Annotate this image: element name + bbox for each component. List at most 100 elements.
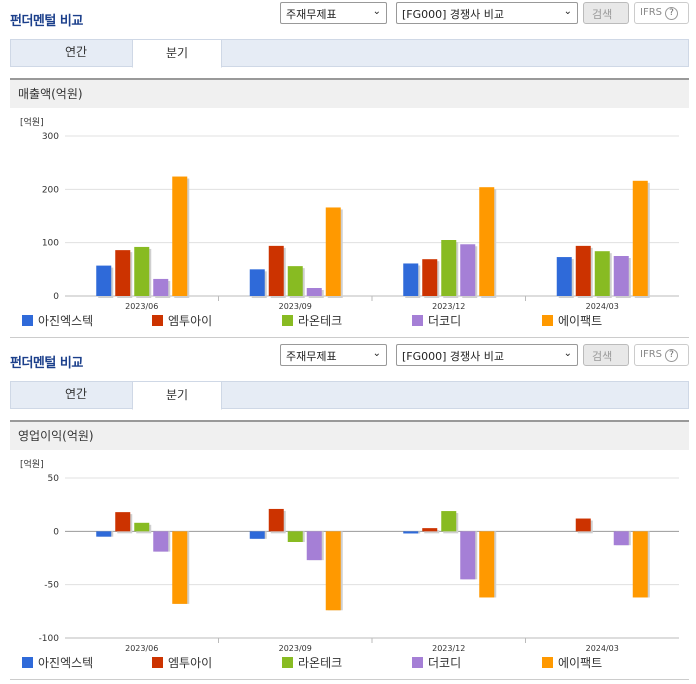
bar-1-4 — [325, 531, 341, 611]
bar-1-4 — [325, 207, 341, 296]
bar-shadow — [424, 530, 440, 534]
bar-1-2 — [287, 266, 303, 296]
y-tick-label: 200 — [42, 185, 59, 195]
bar-1-2 — [287, 531, 303, 542]
bar-1-3 — [306, 288, 322, 296]
chevron-down-icon: ⌄ — [563, 348, 572, 359]
comparison-group-select[interactable]: [FG000] 경쟁사 비교 ⌄ — [396, 2, 578, 24]
bar-2-1 — [422, 528, 438, 532]
legend-swatch — [412, 657, 423, 668]
x-tick-label: 2024/03 — [586, 302, 619, 311]
y-tick-label: 50 — [48, 474, 60, 484]
bar-2-0 — [403, 263, 419, 296]
bar-0-2 — [134, 246, 150, 296]
fundamental-panel-revenue: 펀더멘털 비교 주재무제표 ⌄ [FG000] 경쟁사 비교 ⌄ 검색 IFRS? 연간 분기 매… — [0, 0, 696, 338]
x-tick-label: 2023/12 — [432, 644, 465, 653]
bar-chart: [억원] 0 100 200 300 2023/06 2023/09 2023/12 2024/… — [10, 108, 689, 338]
unit-label: [억원] — [20, 116, 44, 128]
statement-type-select[interactable]: 주재무제표 ⌄ — [280, 344, 387, 366]
bar-2-2 — [441, 240, 457, 296]
bar-0-3 — [153, 531, 169, 552]
fundamental-panel-operating-profit: 펀더멘털 비교 주재무제표 ⌄ [FG000] 경쟁사 비교 ⌄ 검색 IFRS? 연간 분기 영… — [0, 342, 696, 684]
legend-swatch — [282, 657, 293, 668]
y-tick-label: 300 — [42, 132, 59, 142]
question-icon: ? — [665, 349, 678, 362]
bar-3-0 — [556, 257, 572, 296]
comparison-group-select[interactable]: [FG000] 경쟁사 비교 ⌄ — [396, 344, 578, 366]
legend-label: 더코디 — [428, 656, 462, 670]
legend-item[interactable]: 엠투아이 — [152, 312, 212, 329]
x-tick-label: 2023/06 — [125, 644, 158, 653]
bar-chart-svg: [억원] -100 -50 0 50 2023/06 2023/09 2023/12 2024/… — [20, 458, 679, 653]
bar-2-4 — [479, 187, 495, 296]
panel-title: 펀더멘털 비교 — [10, 356, 83, 371]
legend-item[interactable]: 아진엑스텍 — [22, 312, 93, 329]
bar-3-3 — [613, 256, 629, 296]
search-button[interactable]: 검색 — [583, 2, 629, 24]
legend-item[interactable]: 아진엑스텍 — [22, 654, 93, 671]
legend-item[interactable]: 에이팩트 — [542, 654, 602, 671]
legend-item[interactable]: 에이팩트 — [542, 312, 602, 329]
bar-2-2 — [441, 511, 457, 532]
ifrs-help-button[interactable]: IFRS? — [634, 2, 689, 24]
statement-type-select[interactable]: 주재무제표 ⌄ — [280, 2, 387, 24]
bar-3-4 — [632, 531, 648, 598]
legend-label: 에이팩트 — [558, 656, 603, 670]
bar-3-4 — [632, 180, 648, 296]
legend-swatch — [152, 315, 163, 326]
legend-item[interactable]: 라온테크 — [282, 654, 342, 671]
ifrs-label: IFRS — [640, 7, 662, 18]
y-tick-label: 100 — [42, 239, 59, 249]
legend-item[interactable]: 엠투아이 — [152, 654, 212, 671]
bar-0-0 — [96, 531, 112, 537]
search-button[interactable]: 검색 — [583, 344, 629, 366]
legend-swatch — [542, 315, 553, 326]
bar-chart-svg: [억원] 0 100 200 300 2023/06 2023/09 2023/12 2024/… — [20, 116, 679, 311]
bar-2-4 — [479, 531, 495, 598]
unit-label: [억원] — [20, 458, 44, 470]
period-tabs: 연간 분기 — [10, 39, 689, 68]
tab-quarterly[interactable]: 분기 — [132, 39, 222, 68]
legend-item[interactable]: 더코디 — [412, 312, 461, 329]
chevron-down-icon: ⌄ — [563, 6, 572, 17]
legend-item[interactable]: 라온테크 — [282, 312, 342, 329]
legend-swatch — [542, 657, 553, 668]
x-tick-label: 2023/06 — [125, 302, 158, 311]
bar-0-1 — [115, 512, 131, 532]
bar-0-2 — [134, 522, 150, 532]
tab-annual[interactable]: 연간 — [64, 387, 88, 401]
bar-2-3 — [460, 244, 476, 296]
x-tick-label: 2023/09 — [279, 302, 312, 311]
legend-swatch — [22, 315, 33, 326]
y-tick-label: -50 — [44, 581, 59, 591]
panel-header: 펀더멘털 비교 주재무제표 ⌄ [FG000] 경쟁사 비교 ⌄ 검색 IFRS? — [0, 0, 696, 30]
ifrs-help-button[interactable]: IFRS? — [634, 344, 689, 366]
tab-quarterly[interactable]: 분기 — [132, 381, 222, 410]
legend-label: 에이팩트 — [558, 314, 603, 328]
statement-type-value: 주재무제표 — [286, 8, 337, 21]
comparison-group-value: [FG000] 경쟁사 비교 — [402, 8, 505, 21]
ifrs-label: IFRS — [640, 349, 662, 360]
period-tabs: 연간 분기 — [10, 381, 689, 410]
tab-annual[interactable]: 연간 — [64, 45, 88, 59]
bar-0-3 — [153, 278, 169, 296]
legend-label: 엠투아이 — [168, 656, 213, 670]
y-tick-label: 0 — [53, 292, 59, 302]
bar-1-0 — [249, 269, 265, 296]
legend-swatch — [412, 315, 423, 326]
comparison-group-value: [FG000] 경쟁사 비교 — [402, 350, 505, 363]
legend-label: 라온테크 — [298, 314, 343, 328]
y-tick-label: -100 — [39, 634, 60, 644]
chevron-down-icon: ⌄ — [372, 348, 381, 359]
section-title: 영업이익(억원) — [10, 420, 689, 450]
bar-2-3 — [460, 531, 476, 580]
legend-swatch — [22, 657, 33, 668]
legend-item[interactable]: 더코디 — [412, 654, 461, 671]
bar-1-1 — [268, 245, 284, 296]
question-icon: ? — [665, 7, 678, 20]
legend-swatch — [152, 657, 163, 668]
bar-0-4 — [172, 531, 188, 604]
section-title: 매출액(억원) — [10, 78, 689, 108]
bar-2-1 — [422, 259, 438, 296]
bar-0-0 — [96, 265, 112, 296]
